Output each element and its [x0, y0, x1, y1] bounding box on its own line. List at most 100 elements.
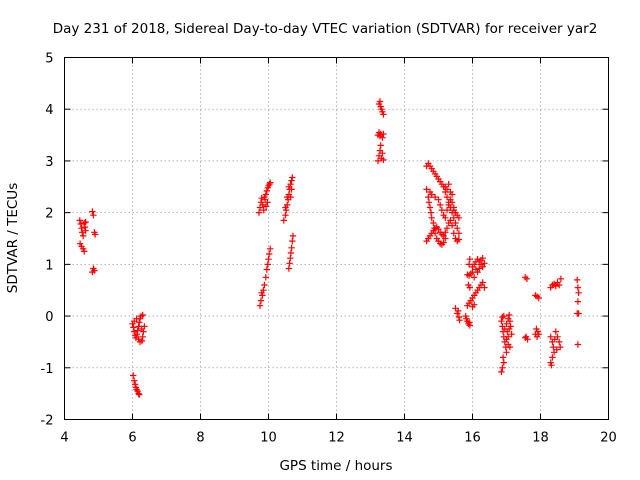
data-point	[455, 236, 463, 243]
y-tick-label: 3	[45, 155, 53, 170]
axis-ticks	[64, 57, 609, 420]
data-point	[455, 313, 463, 321]
x-tick-label: 8	[196, 431, 204, 446]
data-point	[81, 248, 88, 255]
data-point	[575, 289, 582, 296]
data-point	[437, 201, 444, 209]
data-point	[447, 217, 454, 224]
data-point	[430, 219, 437, 227]
data-point	[447, 188, 454, 196]
data-point	[435, 196, 442, 203]
data-point	[505, 333, 512, 340]
data-point	[499, 364, 506, 371]
data-point	[255, 209, 263, 216]
data-point	[442, 214, 449, 221]
data-point	[431, 193, 439, 201]
data-point	[445, 181, 452, 188]
data-point	[448, 199, 456, 206]
data-point	[443, 225, 451, 232]
data-point	[264, 261, 271, 268]
data-point	[377, 142, 384, 149]
data-point	[499, 354, 507, 361]
data-point	[374, 157, 382, 165]
data-point	[471, 301, 478, 308]
data-point	[523, 275, 531, 282]
data-point	[508, 331, 515, 338]
y-tick-label: -1	[41, 362, 54, 377]
data-point	[256, 302, 264, 309]
data-point	[498, 318, 505, 325]
data-point	[138, 325, 145, 333]
data-point	[380, 156, 387, 164]
data-point	[282, 212, 289, 219]
data-point	[267, 245, 274, 252]
data-point	[479, 279, 486, 286]
data-point	[427, 209, 435, 216]
data-points	[76, 98, 582, 398]
data-point	[443, 206, 451, 214]
data-point	[455, 307, 462, 315]
data-point	[574, 284, 582, 291]
data-point	[380, 130, 387, 138]
y-tick-label: -2	[41, 414, 54, 429]
data-point	[379, 150, 386, 157]
data-point	[466, 322, 473, 329]
data-point	[552, 282, 559, 290]
data-point	[440, 232, 447, 240]
data-point	[267, 179, 274, 186]
y-tick-label: 2	[45, 207, 53, 222]
data-point	[89, 268, 96, 276]
data-point	[77, 220, 84, 228]
data-point	[547, 333, 554, 340]
data-point	[481, 260, 488, 267]
data-point	[259, 201, 266, 209]
data-point	[81, 223, 89, 231]
x-tick-label: 14	[396, 431, 413, 446]
data-point	[263, 187, 270, 195]
data-point	[452, 219, 459, 227]
data-point	[82, 218, 89, 226]
plot-frame	[64, 57, 609, 420]
data-point	[261, 193, 268, 201]
data-point	[574, 276, 581, 284]
data-point	[553, 346, 560, 353]
data-point	[465, 319, 473, 326]
data-point	[288, 186, 295, 193]
x-tick-label: 16	[464, 431, 481, 446]
data-point	[89, 208, 96, 215]
data-point	[466, 284, 473, 291]
data-point	[551, 336, 558, 343]
data-point	[134, 327, 141, 334]
data-point	[575, 310, 582, 317]
data-point	[136, 391, 143, 398]
data-point	[466, 256, 473, 263]
data-point	[130, 372, 137, 379]
data-point	[442, 229, 449, 236]
data-point	[376, 98, 384, 105]
data-point	[91, 231, 99, 238]
data-point	[506, 343, 514, 351]
data-point	[481, 284, 488, 291]
y-axis-label: SDTVAR / TECUs	[5, 183, 21, 293]
data-point	[450, 230, 457, 237]
data-point	[448, 222, 456, 229]
data-point	[379, 134, 386, 141]
data-point	[479, 255, 486, 262]
data-point	[285, 265, 293, 272]
data-point	[261, 281, 268, 289]
data-point	[549, 354, 556, 361]
data-point	[282, 204, 289, 211]
data-point	[287, 193, 294, 201]
data-point	[263, 266, 270, 273]
data-point	[443, 193, 451, 201]
data-point	[79, 229, 86, 236]
y-tick-label: 5	[45, 52, 53, 67]
data-point	[289, 174, 296, 181]
data-point	[455, 214, 463, 221]
data-point	[535, 294, 542, 302]
data-point	[133, 331, 141, 338]
chart-title: Day 231 of 2018, Sidereal Day-to-day VTE…	[53, 21, 598, 37]
data-point	[440, 239, 447, 246]
x-tick-label: 10	[260, 431, 277, 446]
data-point	[289, 237, 296, 245]
